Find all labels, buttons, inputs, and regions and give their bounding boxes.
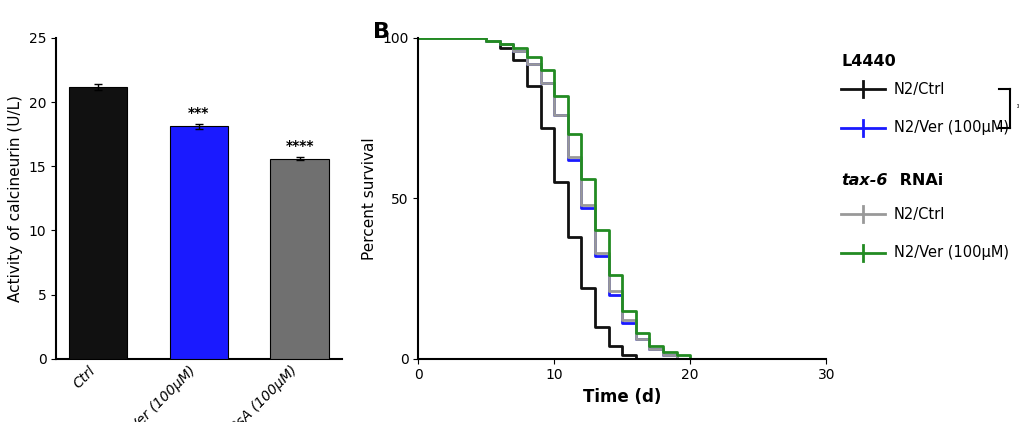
Text: N2/Ver (100μM): N2/Ver (100μM) [893,120,1008,135]
Text: N2/Ver (100μM): N2/Ver (100μM) [893,245,1008,260]
Text: tax-6: tax-6 [841,173,888,188]
Y-axis label: Activity of calcineurin (U/L): Activity of calcineurin (U/L) [8,95,23,302]
Text: N2/Ctrl: N2/Ctrl [893,82,944,97]
Text: N2/Ctrl: N2/Ctrl [893,207,944,222]
X-axis label: Time (d): Time (d) [583,388,660,406]
Text: RNAi: RNAi [893,173,942,188]
Bar [169,127,228,359]
Bar [69,87,127,359]
Y-axis label: Percent survival: Percent survival [361,137,376,260]
Text: ****: **** [285,139,314,153]
Text: B: B [373,22,390,42]
Text: ***: *** [189,106,209,120]
Bar [270,159,328,359]
Text: ****: **** [1016,102,1019,115]
Text: L4440: L4440 [841,54,896,69]
